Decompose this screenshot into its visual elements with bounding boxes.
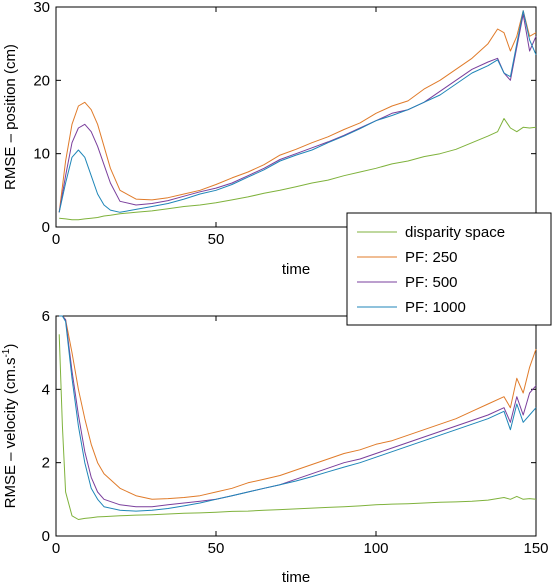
y-tick-label: 6 — [42, 308, 50, 325]
x-axis-label: time — [282, 261, 310, 278]
y-axis-label-main: RMSE – position (cm) — [2, 44, 19, 190]
y-axis-label: RMSE – velocity (cm.s-1) — [1, 344, 19, 509]
legend-label-pf250: PF: 250 — [405, 249, 458, 266]
y-tick-label: 10 — [33, 146, 50, 163]
y-tick-label: 30 — [33, 0, 50, 16]
velocity-plot: 0 50 100 150 0 2 4 6 time RMSE – velocity (cm.s-1… — [1, 308, 549, 584]
x-axis-label: time — [282, 569, 310, 584]
x-tick-label: 150 — [523, 540, 548, 557]
y-tick-label: 4 — [42, 381, 50, 398]
x-tick-label: 50 — [208, 231, 225, 248]
y-axis-label-suffix: ) — [2, 344, 19, 349]
x-tick-label: 100 — [363, 540, 388, 557]
y-tick-label: 20 — [33, 72, 50, 89]
series-line-pf250 — [58, 10, 537, 213]
legend-label-pf500: PF: 500 — [405, 274, 458, 291]
series-line-pf1000 — [58, 10, 537, 213]
x-tick-label: 0 — [52, 540, 60, 557]
legend: disparity space PF: 250 PF: 500 PF: 1000 — [346, 212, 552, 326]
y-tick-label: 2 — [42, 455, 50, 472]
y-axis-label-main: RMSE – velocity (cm.s — [2, 358, 19, 509]
series-line-pf1000 — [59, 315, 537, 512]
y-tick-label: 0 — [42, 219, 50, 236]
legend-label-pf1000: PF: 1000 — [405, 299, 466, 316]
x-tick-label: 0 — [52, 231, 60, 248]
axes-box — [55, 6, 537, 228]
y-axis-label: RMSE – position (cm) — [2, 44, 19, 190]
x-tick-label: 50 — [208, 540, 225, 557]
series-line-disparity — [59, 118, 537, 221]
series-line-pf500 — [58, 13, 537, 213]
axes-box — [55, 315, 537, 537]
legend-label-disparity: disparity space — [405, 224, 505, 241]
series-line-disparity — [58, 334, 537, 520]
series-line-pf250 — [59, 315, 537, 500]
y-axis-label-superscript: -1 — [1, 348, 12, 357]
y-tick-label: 0 — [42, 528, 50, 545]
